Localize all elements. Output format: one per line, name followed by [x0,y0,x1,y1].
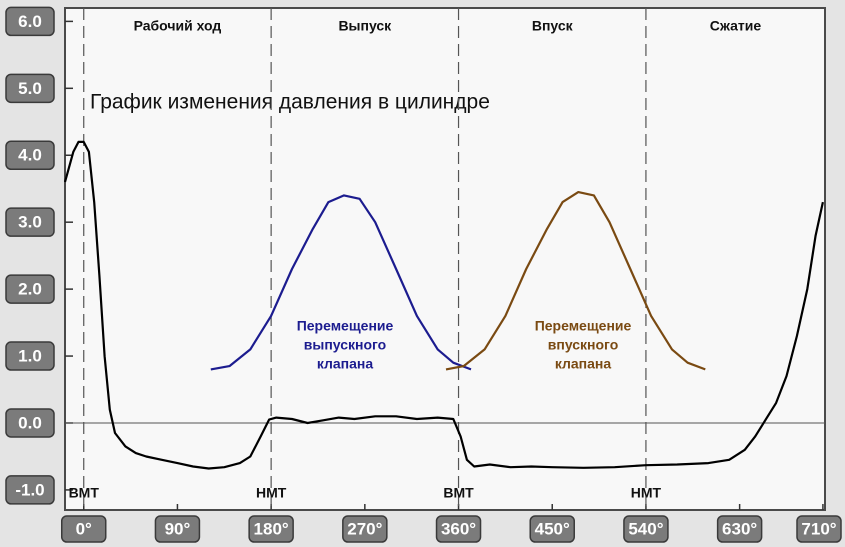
phase-label: Выпуск [338,18,392,34]
phase-label: Впуск [532,18,574,34]
marker-label: НМТ [256,485,287,501]
x-tick-label: 360° [441,519,476,538]
x-tick-label: 710° [801,519,836,538]
y-tick-label: 4.0 [18,146,42,165]
y-tick-label: 3.0 [18,213,42,232]
plot-area [65,8,825,510]
y-tick-label: 0.0 [18,413,42,432]
y-tick-label: 5.0 [18,79,42,98]
y-tick-label: -1.0 [15,480,44,499]
annotation: Перемещение [535,318,632,334]
marker-label: ВМТ [69,485,100,501]
x-tick-label: 270° [347,519,382,538]
annotation: клапана [555,356,612,372]
chart: График изменения давления в цилиндре -1.… [0,0,845,547]
x-tick-label: 90° [165,519,191,538]
annotation: клапана [317,356,374,372]
chart-title: График изменения давления в цилиндре [90,91,490,114]
y-tick-label: 1.0 [18,347,42,366]
phase-label: Сжатие [710,18,762,34]
phase-label: Рабочий ход [134,18,222,34]
annotation: впускного [548,337,619,353]
x-tick-label: 450° [535,519,570,538]
annotation: выпускного [304,337,386,353]
marker-label: ВМТ [443,485,474,501]
x-tick-label: 540° [628,519,663,538]
marker-label: НМТ [631,485,662,501]
x-tick-label: 630° [722,519,757,538]
y-tick-label: 2.0 [18,280,42,299]
y-tick-label: 6.0 [18,12,42,31]
annotation: Перемещение [297,318,394,334]
x-tick-label: 180° [254,519,289,538]
x-tick-label: 0° [76,519,92,538]
